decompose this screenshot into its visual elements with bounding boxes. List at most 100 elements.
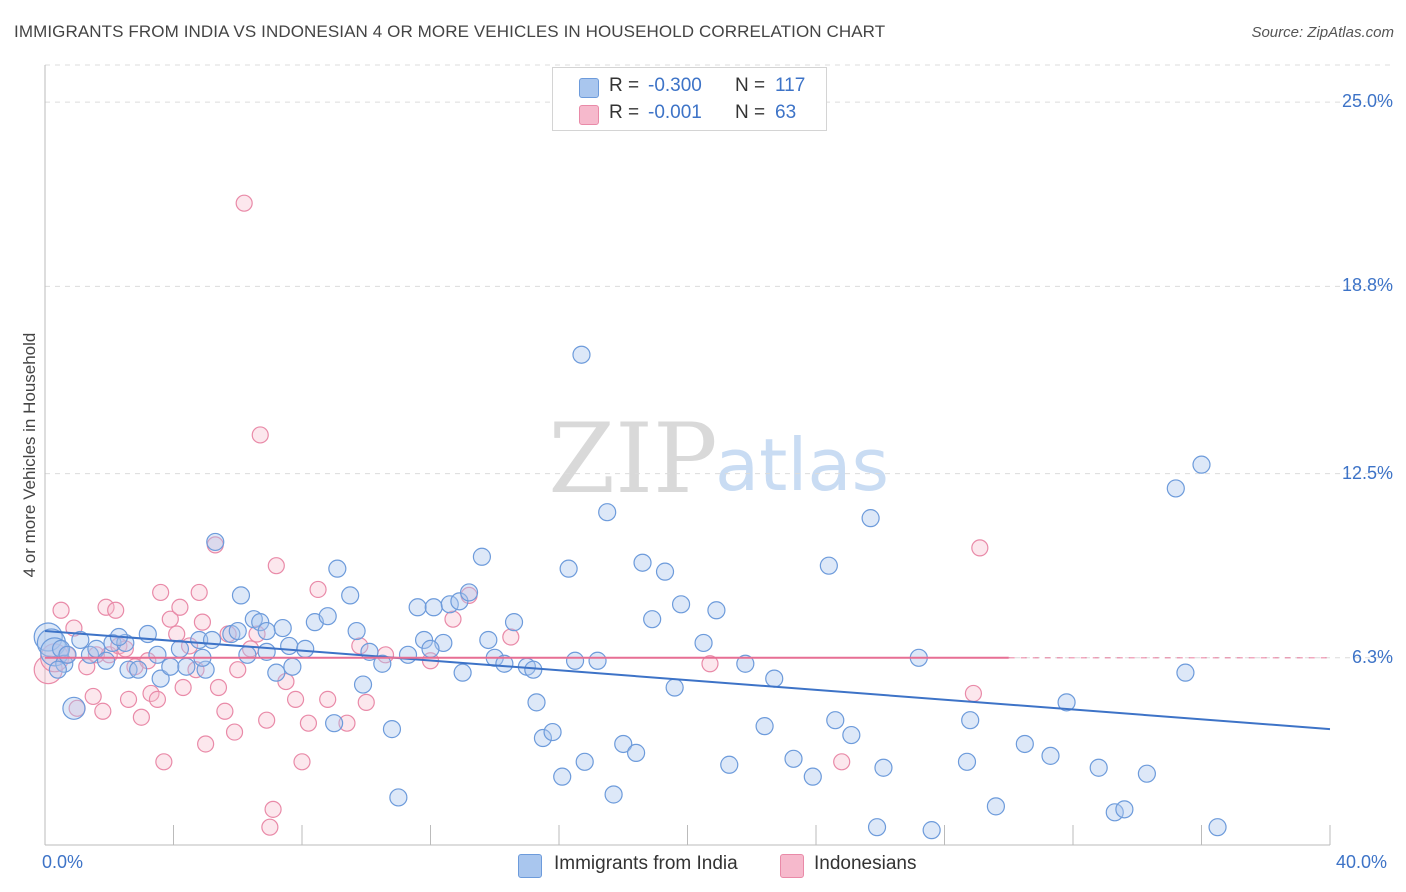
indonesians-point — [161, 610, 179, 628]
indonesians-point — [94, 702, 112, 720]
indonesians-point — [258, 711, 276, 729]
india-point — [389, 788, 408, 807]
y-tick-label: 25.0% — [1341, 91, 1393, 112]
india-point — [819, 556, 838, 575]
india-point — [598, 503, 617, 522]
legend-r-value: -0.001 — [648, 102, 702, 123]
indonesians-point — [833, 753, 851, 771]
y-tick-label: 12.5% — [1341, 462, 1393, 483]
indonesians-point — [119, 690, 138, 709]
indonesians-point — [299, 714, 318, 732]
india-point — [803, 767, 822, 786]
legend-r-label: R = — [609, 75, 640, 96]
india-point — [231, 586, 251, 605]
bottom-legend-label-indonesians: Indonesians — [814, 853, 917, 874]
india-point — [1176, 663, 1195, 682]
india-point — [575, 752, 594, 771]
india-point — [251, 613, 270, 632]
india-point — [626, 743, 646, 762]
watermark-atlas: atlas — [715, 423, 889, 507]
india-point — [842, 725, 861, 745]
indonesians-point — [261, 818, 279, 836]
india-point — [328, 559, 347, 578]
indonesians-point — [286, 690, 305, 709]
india-point — [1057, 693, 1076, 712]
india-point — [398, 645, 418, 664]
chart-title: IMMIGRANTS FROM INDIA VS INDONESIAN 4 OR… — [14, 22, 886, 41]
india-point — [177, 657, 196, 676]
india-point — [861, 509, 880, 528]
indonesians-point — [132, 708, 150, 726]
india-point — [459, 583, 479, 602]
india-point — [765, 669, 784, 688]
india-point — [643, 610, 662, 629]
indonesians-point — [193, 613, 212, 631]
india-point — [414, 630, 434, 650]
legend-swatch-india — [579, 78, 599, 98]
indonesians-point — [293, 753, 311, 771]
x-tick-label-min: 0.0% — [42, 852, 84, 872]
indonesians-point — [174, 678, 192, 697]
india-point — [382, 720, 402, 739]
indonesians-point — [229, 661, 247, 679]
india-point — [318, 607, 337, 626]
indonesians-point — [209, 678, 228, 697]
legend-n-label: N = — [735, 75, 766, 96]
india-point — [190, 630, 209, 650]
india-point — [707, 601, 726, 620]
india-point — [129, 660, 148, 679]
indonesians-point — [701, 655, 719, 673]
india-point — [565, 651, 585, 670]
india-point — [604, 785, 623, 804]
indonesians-point — [107, 601, 125, 619]
india-point — [424, 598, 443, 617]
india-point — [206, 532, 225, 552]
india-point — [408, 598, 427, 617]
india-point — [119, 660, 138, 679]
india-point — [347, 621, 366, 641]
watermark-zip: ZIP — [548, 403, 717, 515]
indonesians-point — [148, 690, 167, 709]
india-point — [58, 645, 77, 664]
bottom-legend-label-india: Immigrants from India — [554, 853, 738, 874]
india-point — [170, 639, 190, 658]
indonesians-point — [338, 714, 356, 732]
india-point — [280, 636, 299, 656]
india-point — [148, 645, 167, 664]
india-point — [957, 752, 977, 771]
india-point — [694, 633, 713, 653]
india-point — [588, 651, 607, 670]
india-point — [867, 818, 887, 837]
india-point — [1015, 734, 1034, 754]
indonesians-point — [190, 583, 208, 602]
india-point — [784, 749, 803, 768]
indonesians-point — [155, 753, 173, 771]
indonesians-point — [216, 702, 234, 720]
indonesians-point — [309, 580, 327, 599]
indonesians-point — [87, 646, 106, 664]
india-point — [720, 755, 739, 774]
india-point — [736, 654, 755, 673]
india-point — [196, 660, 215, 679]
india-point — [1137, 764, 1156, 783]
indonesians-point — [502, 628, 520, 646]
legend-r-label: R = — [609, 102, 640, 123]
india-point — [543, 722, 562, 742]
india-point — [238, 645, 257, 664]
indonesians-point — [235, 194, 253, 212]
indonesians-point — [319, 690, 337, 709]
indonesians-point — [357, 693, 375, 711]
legend-n-value: 63 — [775, 102, 797, 123]
indonesians-point — [152, 583, 170, 602]
indonesians-point — [168, 625, 186, 643]
india-point — [472, 547, 491, 566]
legend-swatch-indonesians — [579, 105, 599, 125]
india-point — [614, 734, 633, 754]
india-point — [1208, 818, 1227, 837]
india-point — [961, 711, 980, 730]
indonesians-point — [97, 598, 115, 616]
indonesians-point — [52, 601, 70, 619]
india-point — [755, 717, 774, 736]
bottom-legend-swatch-indonesians — [780, 854, 804, 878]
indonesians-point — [444, 610, 462, 628]
